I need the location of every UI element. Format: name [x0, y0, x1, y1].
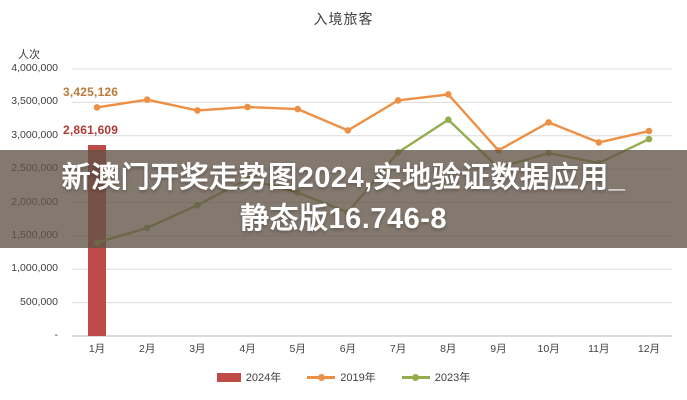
x-tick-label: 11月: [588, 343, 610, 355]
x-tick-label: 6月: [339, 343, 357, 355]
line-swatch-icon: [401, 373, 430, 382]
x-tick-label: 5月: [289, 343, 306, 355]
bar-swatch-icon: [216, 372, 241, 382]
y-tick-label: 4,000,000: [11, 62, 58, 74]
watermark-text-line1: 新澳门开奖走势图2024,实地验证数据应用_: [61, 162, 626, 194]
x-tick-label: 8月: [440, 343, 457, 355]
x-tick-label: 4月: [239, 343, 256, 355]
legend-item-2019: 2019年: [307, 369, 376, 385]
y-tick-label: -: [54, 329, 59, 341]
watermark-banner: 新澳门开奖走势图2024,实地验证数据应用_ 静态版16.746-8: [0, 150, 687, 248]
x-tick-label: 12月: [637, 343, 661, 355]
data-point-label: 2,861,609: [63, 122, 119, 137]
x-tick-label: 2月: [139, 343, 156, 355]
x-tick-label: 1月: [88, 343, 106, 355]
watermark-text-line2: 静态版16.746-8: [240, 203, 447, 235]
y-tick-label: 3,500,000: [11, 95, 58, 108]
legend-item-2024: 2024年: [216, 369, 282, 385]
x-tick-label: 9月: [490, 343, 507, 355]
x-tick-label: 10月: [537, 343, 560, 355]
y-axis-unit-label: 人次: [18, 49, 40, 61]
chart-legend: 2024年 2019年 2023年: [0, 366, 687, 388]
line-swatch-icon: [307, 373, 336, 382]
legend-label-2024: 2024年: [245, 372, 282, 384]
y-tick-label: 1,000,000: [11, 262, 58, 275]
chart-title: 入境旅客: [313, 11, 374, 27]
legend-item-2023: 2023年: [401, 369, 471, 385]
x-tick-label: 3月: [189, 343, 206, 355]
x-tick-label: 7月: [389, 343, 407, 355]
legend-label-2019: 2019年: [340, 372, 376, 384]
y-tick-label: 3,000,000: [11, 128, 58, 141]
data-point-label: 3,425,126: [63, 85, 119, 100]
y-tick-label: 500,000: [20, 295, 58, 308]
legend-label-2023: 2023年: [434, 372, 471, 384]
